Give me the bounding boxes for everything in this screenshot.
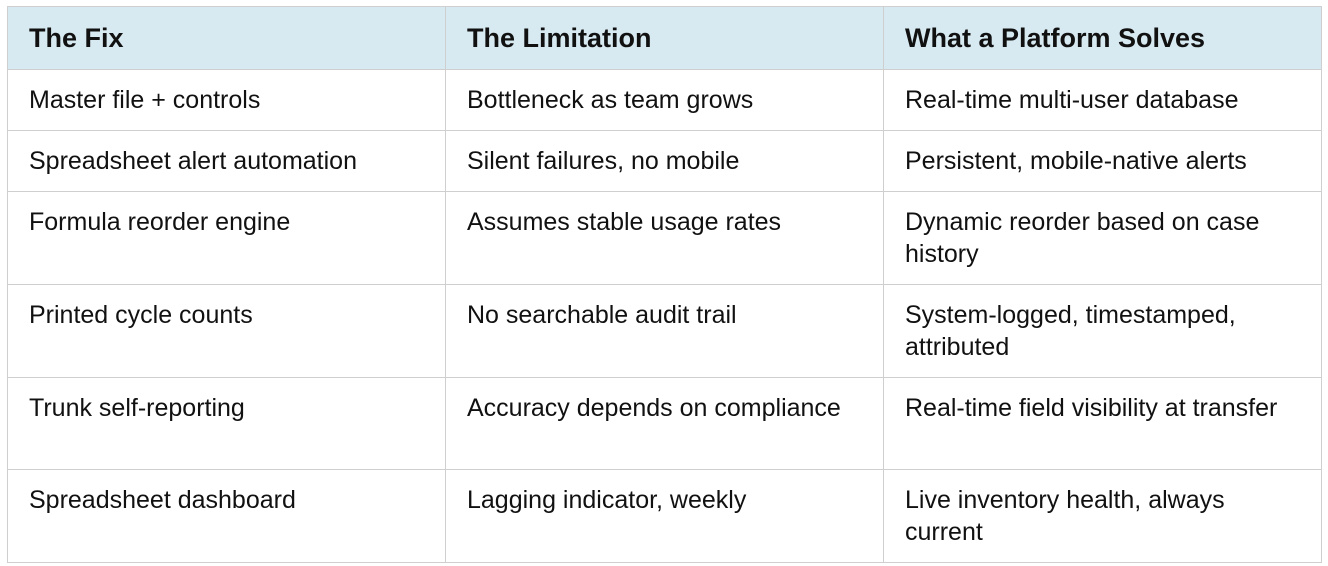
table-body: Master file + controls Bottleneck as tea… (7, 69, 1322, 563)
table-cell-platform-solution: System-logged, timestamped, attributed (883, 284, 1322, 378)
table-cell-limitation: Assumes stable usage rates (445, 191, 884, 285)
table-cell-fix: Trunk self-reporting (7, 377, 446, 470)
table-row: Printed cycle counts No searchable audit… (7, 284, 1322, 378)
table-cell-limitation: Accuracy depends on compliance (445, 377, 884, 470)
table-row: Formula reorder engine Assumes stable us… (7, 191, 1322, 285)
table-cell-platform-solution: Live inventory health, always current (883, 469, 1322, 563)
table-header: The Fix The Limitation What a Platform S… (7, 6, 1322, 70)
table-cell-platform-solution: Persistent, mobile-native alerts (883, 130, 1322, 192)
table-cell-fix: Spreadsheet alert automation (7, 130, 446, 192)
table-cell-limitation: No searchable audit trail (445, 284, 884, 378)
column-header-the-limitation: The Limitation (445, 6, 884, 70)
column-header-the-fix: The Fix (7, 6, 446, 70)
comparison-table: The Fix The Limitation What a Platform S… (7, 6, 1322, 563)
table-row: Master file + controls Bottleneck as tea… (7, 69, 1322, 131)
table-cell-fix: Printed cycle counts (7, 284, 446, 378)
table-cell-platform-solution: Real-time field visibility at transfer (883, 377, 1322, 470)
table-cell-fix: Spreadsheet dashboard (7, 469, 446, 563)
header-row: The Fix The Limitation What a Platform S… (7, 6, 1322, 70)
table-cell-limitation: Bottleneck as team grows (445, 69, 884, 131)
table-cell-platform-solution: Dynamic reorder based on case history (883, 191, 1322, 285)
table-cell-limitation: Lagging indicator, weekly (445, 469, 884, 563)
table-cell-limitation: Silent failures, no mobile (445, 130, 884, 192)
table-cell-fix: Formula reorder engine (7, 191, 446, 285)
column-header-what-a-platform-solves: What a Platform Solves (883, 6, 1322, 70)
table-row: Spreadsheet dashboard Lagging indicator,… (7, 469, 1322, 563)
table-cell-fix: Master file + controls (7, 69, 446, 131)
table-cell-platform-solution: Real-time multi-user database (883, 69, 1322, 131)
table-row: Trunk self-reporting Accuracy depends on… (7, 377, 1322, 470)
table-row: Spreadsheet alert automation Silent fail… (7, 130, 1322, 192)
